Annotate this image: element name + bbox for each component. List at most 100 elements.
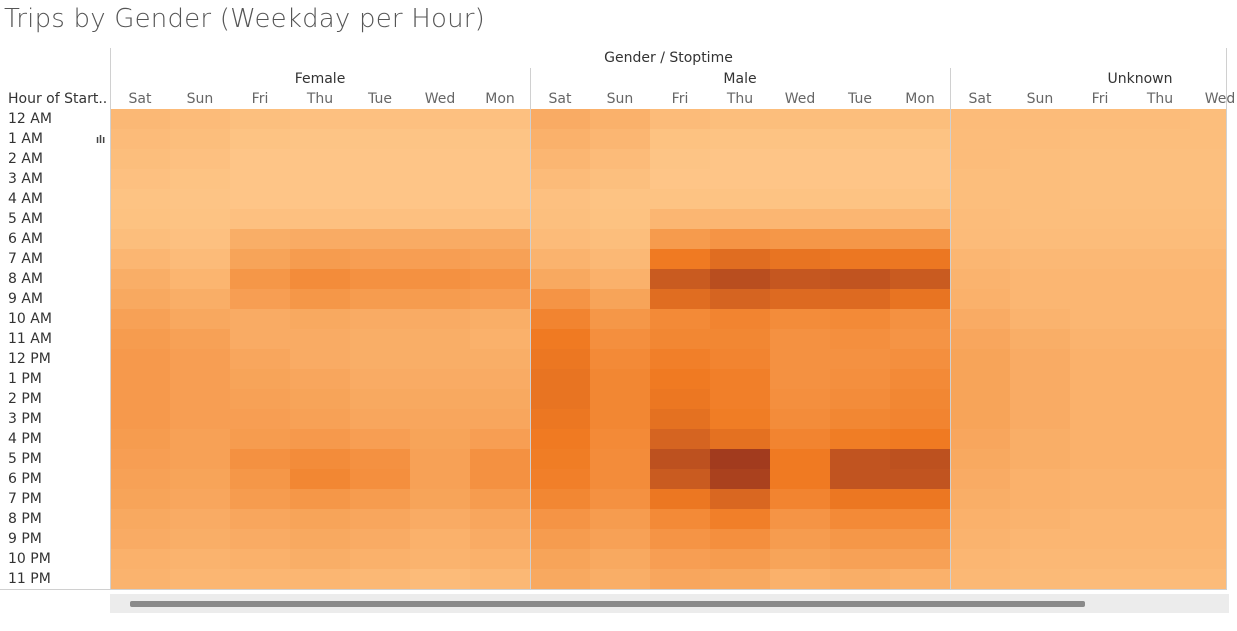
heat-cell[interactable] [110, 169, 170, 189]
heat-cell[interactable] [710, 569, 770, 589]
heat-cell[interactable] [830, 149, 890, 169]
heat-cell[interactable] [170, 469, 230, 489]
heat-cell[interactable] [1130, 169, 1190, 189]
heat-cell[interactable] [770, 249, 830, 269]
heat-cell[interactable] [590, 249, 650, 269]
heat-cell[interactable] [770, 389, 830, 409]
heat-cell[interactable] [1190, 349, 1226, 369]
heat-cell[interactable] [290, 109, 350, 129]
heat-cell[interactable] [350, 489, 410, 509]
heat-cell[interactable] [410, 509, 470, 529]
heat-cell[interactable] [950, 289, 1010, 309]
heat-cell[interactable] [1130, 449, 1190, 469]
heat-cell[interactable] [650, 349, 710, 369]
heat-cell[interactable] [170, 329, 230, 349]
heat-cell[interactable] [590, 469, 650, 489]
heat-cell[interactable] [350, 329, 410, 349]
heat-cell[interactable] [410, 289, 470, 309]
heat-cell[interactable] [890, 489, 950, 509]
heat-cell[interactable] [230, 129, 290, 149]
heat-cell[interactable] [890, 329, 950, 349]
heat-cell[interactable] [830, 449, 890, 469]
heat-cell[interactable] [950, 549, 1010, 569]
heat-cell[interactable] [770, 329, 830, 349]
heat-cell[interactable] [950, 349, 1010, 369]
heat-cell[interactable] [830, 369, 890, 389]
heat-cell[interactable] [530, 389, 590, 409]
heat-cell[interactable] [770, 189, 830, 209]
heat-cell[interactable] [110, 269, 170, 289]
heat-cell[interactable] [110, 209, 170, 229]
heat-cell[interactable] [1070, 169, 1130, 189]
heat-cell[interactable] [710, 269, 770, 289]
heat-cell[interactable] [710, 129, 770, 149]
heat-cell[interactable] [1190, 529, 1226, 549]
heat-cell[interactable] [1190, 569, 1226, 589]
heat-cell[interactable] [710, 109, 770, 129]
heat-cell[interactable] [410, 549, 470, 569]
heat-cell[interactable] [1130, 469, 1190, 489]
heat-cell[interactable] [230, 469, 290, 489]
heat-cell[interactable] [650, 569, 710, 589]
heat-cell[interactable] [290, 349, 350, 369]
heat-cell[interactable] [230, 329, 290, 349]
heat-cell[interactable] [1130, 189, 1190, 209]
heat-cell[interactable] [890, 389, 950, 409]
heat-cell[interactable] [170, 349, 230, 369]
heat-cell[interactable] [350, 389, 410, 409]
heat-cell[interactable] [350, 229, 410, 249]
heat-cell[interactable] [650, 249, 710, 269]
heat-cell[interactable] [410, 229, 470, 249]
heat-cell[interactable] [110, 329, 170, 349]
heat-cell[interactable] [950, 529, 1010, 549]
heat-cell[interactable] [170, 189, 230, 209]
heat-cell[interactable] [1190, 129, 1226, 149]
heat-cell[interactable] [830, 569, 890, 589]
heat-cell[interactable] [470, 289, 530, 309]
heat-cell[interactable] [830, 529, 890, 549]
heat-cell[interactable] [230, 429, 290, 449]
heat-cell[interactable] [170, 249, 230, 269]
heat-cell[interactable] [650, 309, 710, 329]
heat-cell[interactable] [1010, 269, 1070, 289]
heat-cell[interactable] [1070, 449, 1130, 469]
heat-cell[interactable] [1130, 109, 1190, 129]
heat-cell[interactable] [1010, 209, 1070, 229]
heat-cell[interactable] [950, 109, 1010, 129]
heat-cell[interactable] [830, 269, 890, 289]
heat-cell[interactable] [830, 329, 890, 349]
heat-cell[interactable] [470, 209, 530, 229]
heat-cell[interactable] [830, 489, 890, 509]
heat-cell[interactable] [1190, 509, 1226, 529]
heat-cell[interactable] [950, 269, 1010, 289]
heat-cell[interactable] [590, 509, 650, 529]
heat-cell[interactable] [290, 169, 350, 189]
heat-cell[interactable] [770, 269, 830, 289]
heat-cell[interactable] [950, 329, 1010, 349]
heat-cell[interactable] [350, 149, 410, 169]
heat-cell[interactable] [890, 209, 950, 229]
heat-cell[interactable] [650, 189, 710, 209]
heat-cell[interactable] [1190, 389, 1226, 409]
heat-cell[interactable] [530, 289, 590, 309]
heat-cell[interactable] [410, 129, 470, 149]
heat-cell[interactable] [1070, 289, 1130, 309]
heat-cell[interactable] [110, 309, 170, 329]
heat-cell[interactable] [590, 229, 650, 249]
heat-cell[interactable] [410, 329, 470, 349]
heat-cell[interactable] [1010, 429, 1070, 449]
heat-cell[interactable] [410, 109, 470, 129]
heat-cell[interactable] [950, 389, 1010, 409]
heat-cell[interactable] [830, 109, 890, 129]
heat-cell[interactable] [590, 549, 650, 569]
heat-cell[interactable] [110, 249, 170, 269]
heat-cell[interactable] [1070, 369, 1130, 389]
heat-cell[interactable] [530, 369, 590, 389]
heat-cell[interactable] [1010, 289, 1070, 309]
heat-cell[interactable] [350, 289, 410, 309]
heat-cell[interactable] [290, 409, 350, 429]
heat-cell[interactable] [170, 169, 230, 189]
heat-cell[interactable] [590, 269, 650, 289]
heat-cell[interactable] [530, 189, 590, 209]
heat-cell[interactable] [350, 409, 410, 429]
